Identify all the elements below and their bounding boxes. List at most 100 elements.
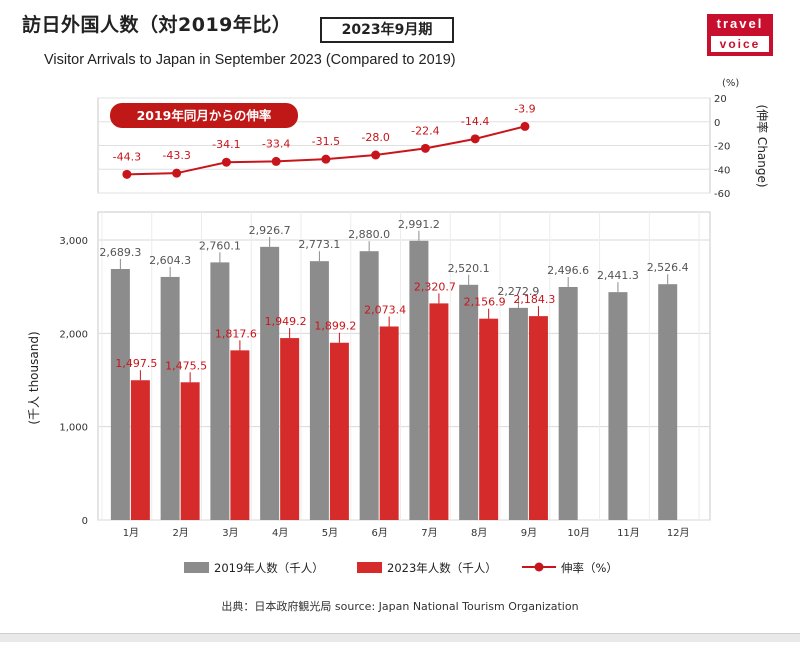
bar-2023-2	[180, 382, 200, 520]
bar-2023-8	[479, 318, 499, 520]
bar-2023-value-label: 1,497.5	[115, 357, 157, 370]
growth-rate-panel: 20 0 -20 -40 -60 (%) (伸率 Change) 2019年同月からの伸…	[97, 78, 770, 200]
visitor-bar-panel: 0 1,000 2,000 3,000 (千人 thousand) 2,689.3 1,…	[27, 211, 711, 539]
x-tick-label: 3月	[222, 527, 238, 539]
growth-value-label: -22.4	[411, 124, 439, 137]
bar-2019-value-label: 2,441.3	[597, 269, 639, 282]
bar-2019-2	[160, 276, 180, 520]
growth-badge	[110, 103, 298, 128]
legend-swatch-2019	[184, 562, 209, 573]
bar-2023-value-label: 2,184.3	[513, 293, 555, 306]
bar-2023-1	[130, 380, 150, 520]
bottom-divider	[0, 633, 800, 642]
legend-marker-rate	[534, 562, 544, 572]
legend: 2019年人数（千人） 2023年人数（千人） 伸率（%）	[184, 561, 618, 575]
source-note: 出典：日本政府観光局 source: Japan National Touris…	[221, 600, 579, 613]
growth-point-9	[520, 121, 530, 131]
bar-2019-value-label: 2,926.7	[249, 224, 291, 237]
bar-2019-value-label: 2,520.1	[448, 262, 490, 275]
bar-2023-value-label: 1,949.2	[265, 315, 307, 328]
growth-value-label: -31.5	[312, 135, 340, 148]
growth-point-7	[420, 143, 430, 153]
growth-point-8	[470, 134, 480, 144]
bar-y-tick-label: 1,000	[59, 423, 88, 434]
legend-label-2023: 2023年人数（千人）	[387, 561, 497, 575]
x-tick-label: 12月	[667, 527, 690, 539]
bar-y-tick-label: 0	[82, 516, 88, 527]
bar-2019-6	[359, 251, 379, 520]
growth-point-5	[321, 154, 331, 164]
page-title: 訪日外国人数（対2019年比）	[22, 14, 292, 36]
travelvoice-logo: travel voice	[707, 14, 773, 56]
x-tick-label: 7月	[421, 527, 437, 539]
bar-2019-value-label: 2,689.3	[99, 246, 141, 259]
chart-canvas: 20 0 -20 -40 -60 (%) (伸率 Change) 2019年同月からの伸…	[27, 78, 770, 575]
growth-y-tick-label: 0	[714, 118, 720, 129]
bar-2019-value-label: 2,773.1	[298, 238, 340, 251]
x-tick-label: 2月	[172, 527, 188, 539]
bar-2019-value-label: 2,760.1	[199, 239, 241, 252]
x-tick-label: 4月	[272, 527, 288, 539]
bar-2023-5	[329, 342, 349, 520]
growth-point-1	[122, 169, 132, 179]
bar-2023-value-label: 2,073.4	[364, 303, 406, 316]
bar-2019-4	[260, 246, 280, 520]
growth-value-label: -28.0	[361, 131, 389, 144]
growth-y-tick-label: -20	[714, 142, 730, 153]
bar-2023-value-label: 1,817.6	[215, 327, 257, 340]
page-subtitle: Visitor Arrivals to Japan in September 2…	[44, 52, 456, 68]
bar-y-tick-label: 3,000	[59, 236, 88, 247]
growth-y-tick-label: -60	[714, 189, 730, 200]
growth-unit-label: (%)	[722, 78, 739, 89]
logo-line-1: travel	[716, 16, 764, 31]
bar-2019-10	[558, 286, 578, 520]
x-tick-label: 9月	[521, 527, 537, 539]
bar-2019-value-label: 2,991.2	[398, 218, 440, 231]
bar-2019-7	[409, 240, 429, 520]
legend-label-rate: 伸率（%）	[561, 561, 618, 575]
bar-2023-value-label: 1,475.5	[165, 359, 207, 372]
bar-2019-3	[210, 262, 230, 520]
growth-value-label: -43.3	[162, 149, 190, 162]
growth-point-4	[271, 156, 281, 166]
growth-value-label: -34.1	[212, 138, 240, 151]
x-tick-label: 6月	[371, 527, 387, 539]
growth-badge-label: 2019年同月からの伸率	[137, 108, 272, 123]
bar-2023-value-label: 1,899.2	[314, 320, 356, 333]
growth-point-6	[371, 150, 381, 160]
bar-2019-value-label: 2,496.6	[547, 264, 589, 277]
bar-axis-title: (千人 thousand)	[27, 331, 41, 424]
growth-axis-title: (伸率 Change)	[755, 104, 770, 187]
x-tick-label: 1月	[123, 527, 139, 539]
growth-value-label: -44.3	[113, 150, 141, 163]
bar-2023-7	[429, 303, 449, 520]
bar-2023-3	[230, 350, 250, 520]
growth-y-tick-label: 20	[714, 94, 727, 105]
bar-2019-9	[508, 307, 528, 520]
growth-value-label: -33.4	[262, 137, 290, 150]
bar-2019-value-label: 2,272.9	[497, 285, 539, 298]
bar-2019-value-label: 2,604.3	[149, 254, 191, 267]
bar-2023-value-label: 2,320.7	[414, 280, 456, 293]
bar-2019-value-label: 2,526.4	[647, 261, 689, 274]
bar-2019-5	[309, 261, 329, 520]
bar-2023-value-label: 2,156.9	[464, 296, 506, 309]
x-tick-label: 11月	[617, 527, 640, 539]
growth-point-2	[172, 168, 182, 178]
x-tick-label: 10月	[567, 527, 590, 539]
bar-2019-11	[608, 292, 628, 520]
bar-2019-1	[110, 268, 130, 520]
bar-2019-12	[658, 284, 678, 520]
legend-swatch-2023	[357, 562, 382, 573]
growth-point-3	[221, 157, 231, 167]
bar-panel-frame	[97, 211, 711, 521]
x-tick-label: 8月	[471, 527, 487, 539]
growth-value-label: -14.4	[461, 115, 489, 128]
legend-label-2019: 2019年人数（千人）	[214, 561, 324, 575]
growth-y-tick-label: -40	[714, 165, 730, 176]
bar-y-tick-label: 2,000	[59, 329, 88, 340]
x-tick-label: 5月	[322, 527, 338, 539]
period-badge: 2023年9月期	[320, 17, 454, 43]
logo-line-2: voice	[711, 36, 769, 52]
growth-value-label: -3.9	[514, 102, 535, 115]
